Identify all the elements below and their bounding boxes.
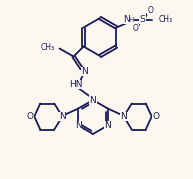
Text: O: O bbox=[152, 112, 159, 121]
Text: S: S bbox=[140, 15, 145, 24]
Text: N: N bbox=[75, 121, 82, 130]
Text: H: H bbox=[129, 16, 134, 23]
Text: N: N bbox=[81, 67, 88, 76]
Text: O: O bbox=[133, 24, 138, 33]
Text: CH₃: CH₃ bbox=[158, 15, 173, 24]
Text: N: N bbox=[123, 15, 130, 24]
Text: O: O bbox=[147, 6, 153, 15]
Text: CH₃: CH₃ bbox=[40, 43, 55, 52]
Text: N: N bbox=[104, 121, 111, 130]
Text: HN: HN bbox=[69, 80, 82, 89]
Text: O: O bbox=[27, 112, 34, 121]
Text: N: N bbox=[120, 112, 127, 121]
Text: N: N bbox=[90, 96, 96, 105]
Text: N: N bbox=[59, 112, 66, 121]
